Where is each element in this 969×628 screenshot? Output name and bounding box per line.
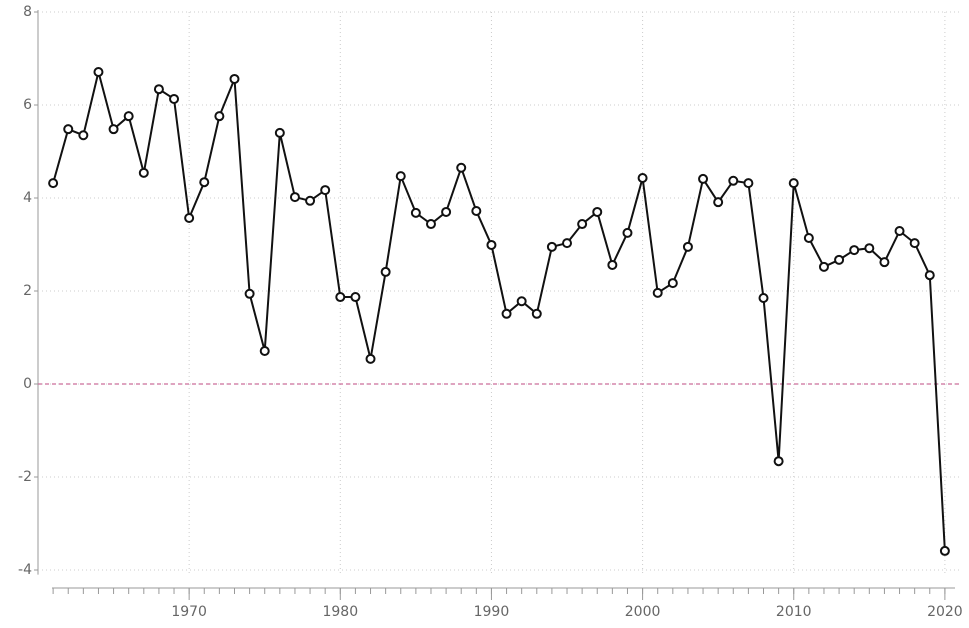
data-point <box>698 173 709 184</box>
data-point <box>879 257 890 268</box>
data-point <box>274 127 285 138</box>
x-tick-label: 1970 <box>171 604 207 620</box>
data-point <box>229 73 240 84</box>
data-point <box>305 195 316 206</box>
x-tick-label: 1980 <box>322 604 358 620</box>
data-point <box>486 239 497 250</box>
data-point <box>410 207 421 218</box>
data-point <box>395 171 406 182</box>
data-point <box>773 456 784 467</box>
data-point <box>667 278 678 289</box>
data-point <box>592 206 603 217</box>
data-point <box>153 84 164 95</box>
data-point <box>546 241 557 252</box>
data-point <box>788 178 799 189</box>
data-point <box>864 243 875 254</box>
data-point <box>758 292 769 303</box>
y-tick-label: 8 <box>23 4 32 20</box>
data-point <box>48 178 59 189</box>
data-point <box>350 292 361 303</box>
data-point <box>894 226 905 237</box>
data-point <box>743 178 754 189</box>
data-point <box>909 238 920 249</box>
data-point <box>456 162 467 173</box>
y-tick-label: -4 <box>18 562 32 578</box>
data-point <box>123 111 134 122</box>
data-line <box>52 71 946 551</box>
data-point <box>834 254 845 265</box>
data-point <box>924 270 935 281</box>
y-tick-label: -2 <box>18 469 32 485</box>
data-point <box>320 185 331 196</box>
data-point <box>728 175 739 186</box>
data-point <box>199 177 210 188</box>
data-point <box>138 167 149 178</box>
data-point <box>607 259 618 270</box>
data-point <box>78 130 89 141</box>
data-point <box>682 241 693 252</box>
data-point <box>214 111 225 122</box>
data-point <box>63 124 74 135</box>
data-point <box>108 124 119 135</box>
data-point <box>501 308 512 319</box>
y-tick-label: 0 <box>23 376 32 392</box>
data-point <box>849 245 860 256</box>
data-point <box>169 93 180 104</box>
data-point <box>531 308 542 319</box>
y-tick-label: 2 <box>23 283 32 299</box>
data-point <box>425 219 436 230</box>
data-point <box>244 288 255 299</box>
data-point <box>335 292 346 303</box>
data-point <box>380 266 391 277</box>
data-point <box>713 197 724 208</box>
data-point <box>93 66 104 77</box>
data-point <box>637 173 648 184</box>
data-point <box>441 206 452 217</box>
data-point <box>562 238 573 249</box>
data-point <box>184 212 195 223</box>
x-tick-label: 1990 <box>474 604 510 620</box>
data-point <box>471 206 482 217</box>
data-point <box>289 192 300 203</box>
data-point <box>622 227 633 238</box>
y-tick-label: 4 <box>23 190 32 206</box>
data-point <box>818 261 829 272</box>
data-point <box>652 287 663 298</box>
data-point <box>803 232 814 243</box>
data-point <box>259 345 270 356</box>
data-point <box>939 545 950 556</box>
y-tick-label: 6 <box>23 97 32 113</box>
data-point <box>365 353 376 364</box>
x-tick-label: 2020 <box>927 604 963 620</box>
x-tick-label: 2010 <box>776 604 812 620</box>
x-tick-label: 2000 <box>625 604 661 620</box>
data-point <box>516 296 527 307</box>
data-point <box>577 219 588 230</box>
